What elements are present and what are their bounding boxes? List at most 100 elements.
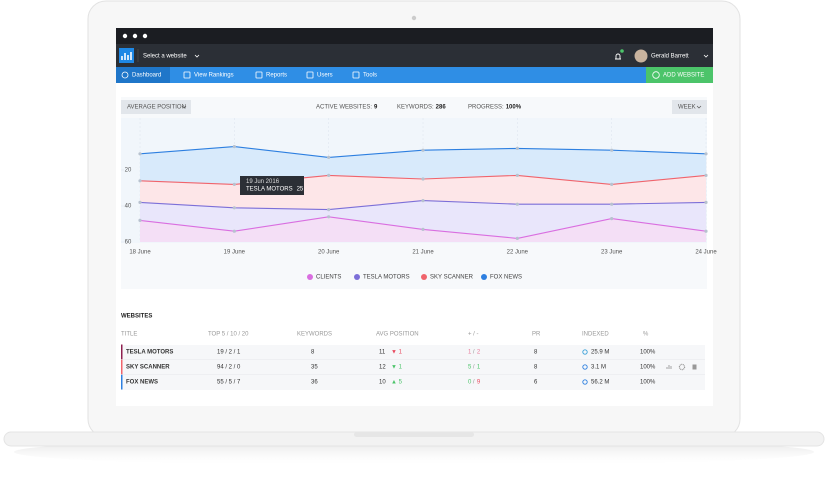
nav-item[interactable]: Users xyxy=(317,73,333,79)
point[interactable] xyxy=(138,152,142,156)
point[interactable] xyxy=(232,229,236,233)
cell-pct: 100% xyxy=(640,350,656,356)
metric-button[interactable] xyxy=(121,100,191,114)
add-website-label[interactable]: ADD WEBSITE xyxy=(663,73,704,79)
point[interactable] xyxy=(704,152,708,156)
nav-item[interactable]: Tools xyxy=(363,73,377,79)
point[interactable] xyxy=(515,236,519,240)
column-header: INDEXED xyxy=(582,332,609,338)
legend-swatch xyxy=(354,274,360,280)
avatar[interactable] xyxy=(634,49,648,63)
point[interactable] xyxy=(138,200,142,204)
window-dot[interactable] xyxy=(142,33,148,39)
point[interactable] xyxy=(327,173,331,177)
cell-minus: 1 xyxy=(477,365,481,371)
point[interactable] xyxy=(515,173,519,177)
tooltip-date: 19 Jun 2016 xyxy=(246,179,280,185)
point[interactable] xyxy=(138,179,142,183)
cell-slash: / xyxy=(473,365,475,371)
settings-action[interactable] xyxy=(678,363,686,371)
bell[interactable] xyxy=(615,53,621,60)
table-body xyxy=(121,345,705,390)
row-marker xyxy=(121,359,123,375)
site-selector[interactable]: Select a website xyxy=(143,54,187,60)
logo-bars xyxy=(121,52,132,60)
engine-icon xyxy=(582,349,588,355)
cell-avg: 11 xyxy=(379,350,386,356)
column-header: AVG POSITION xyxy=(376,332,419,338)
cell-pr: 8 xyxy=(534,365,538,371)
cell-title: FOX NEWS xyxy=(126,380,158,386)
point[interactable] xyxy=(610,217,614,221)
point[interactable] xyxy=(138,218,142,222)
point[interactable] xyxy=(610,202,614,206)
chevron xyxy=(696,105,702,109)
point[interactable] xyxy=(232,145,236,149)
user-name[interactable]: Gerald Barrett xyxy=(651,54,689,60)
legend-swatch xyxy=(421,274,427,280)
point[interactable] xyxy=(515,146,519,150)
period-label[interactable]: WEEK xyxy=(678,105,696,111)
point[interactable] xyxy=(421,177,425,181)
legend-label[interactable]: FOX NEWS xyxy=(490,275,522,281)
top-bar xyxy=(116,44,713,67)
cell-minus: 9 xyxy=(477,380,481,386)
point[interactable] xyxy=(327,215,331,219)
cell-keywords: 36 xyxy=(311,380,318,386)
cell-title: TESLA MOTORS xyxy=(126,350,173,356)
point[interactable] xyxy=(232,182,236,186)
legend-label[interactable]: CLIENTS xyxy=(316,275,341,281)
cell-plus: 5 xyxy=(468,365,472,371)
nav-item[interactable]: View Rankings xyxy=(194,73,234,79)
cell-keywords: 8 xyxy=(311,350,315,356)
point[interactable] xyxy=(421,148,425,152)
column-header: TITLE xyxy=(121,332,137,338)
point[interactable] xyxy=(232,206,236,210)
nav-item[interactable]: Reports xyxy=(266,73,287,79)
legend-label[interactable]: TESLA MOTORS xyxy=(363,275,410,281)
point[interactable] xyxy=(704,200,708,204)
point[interactable] xyxy=(421,199,425,203)
cell-top: 55 / 5 / 7 xyxy=(217,380,241,386)
chevron xyxy=(703,54,709,58)
legend-label[interactable]: SKY SCANNER xyxy=(430,275,474,281)
period-button[interactable] xyxy=(672,100,707,114)
point[interactable] xyxy=(704,173,708,177)
engine-icon xyxy=(582,364,588,370)
nav-icon xyxy=(121,71,129,79)
point[interactable] xyxy=(327,208,331,212)
x-tick-label: 24 June xyxy=(695,250,717,256)
notch xyxy=(354,432,474,437)
window-dot[interactable] xyxy=(132,33,138,39)
y-tick-label: 40 xyxy=(125,204,132,210)
point[interactable] xyxy=(704,229,708,233)
add-website-button[interactable] xyxy=(646,67,713,83)
cell-change: ▼ 1 xyxy=(391,350,403,356)
cell-pr: 8 xyxy=(534,350,538,356)
nav-icon xyxy=(352,71,360,79)
nav-item[interactable]: Dashboard xyxy=(132,73,161,79)
delete-action[interactable] xyxy=(692,364,697,370)
point[interactable] xyxy=(610,182,614,186)
tooltip-series: TESLA MOTORS xyxy=(246,187,293,193)
nav-icon xyxy=(306,71,314,79)
x-tick-label: 18 June xyxy=(129,250,151,256)
column-header: + / - xyxy=(468,332,479,338)
stats-action[interactable] xyxy=(666,365,672,369)
window-dot[interactable] xyxy=(122,33,128,39)
row-marker xyxy=(121,374,123,390)
engine-icon xyxy=(582,379,588,385)
cell-plus: 1 xyxy=(468,350,472,356)
stat-label: PROGRESS: xyxy=(468,105,504,111)
point[interactable] xyxy=(421,227,425,231)
legend-swatch xyxy=(481,274,487,280)
nav-bar xyxy=(116,67,713,83)
cell-pr: 6 xyxy=(534,380,538,386)
point[interactable] xyxy=(327,155,331,159)
column-header: KEYWORDS xyxy=(297,332,332,338)
chart: 20 40 60 18 June 19 June 20 June 21 June 22 Jun… xyxy=(121,118,717,281)
point[interactable] xyxy=(610,148,614,152)
notification-dot xyxy=(620,49,624,53)
point[interactable] xyxy=(515,202,519,206)
metric-label[interactable]: AVERAGE POSITION xyxy=(127,105,186,111)
